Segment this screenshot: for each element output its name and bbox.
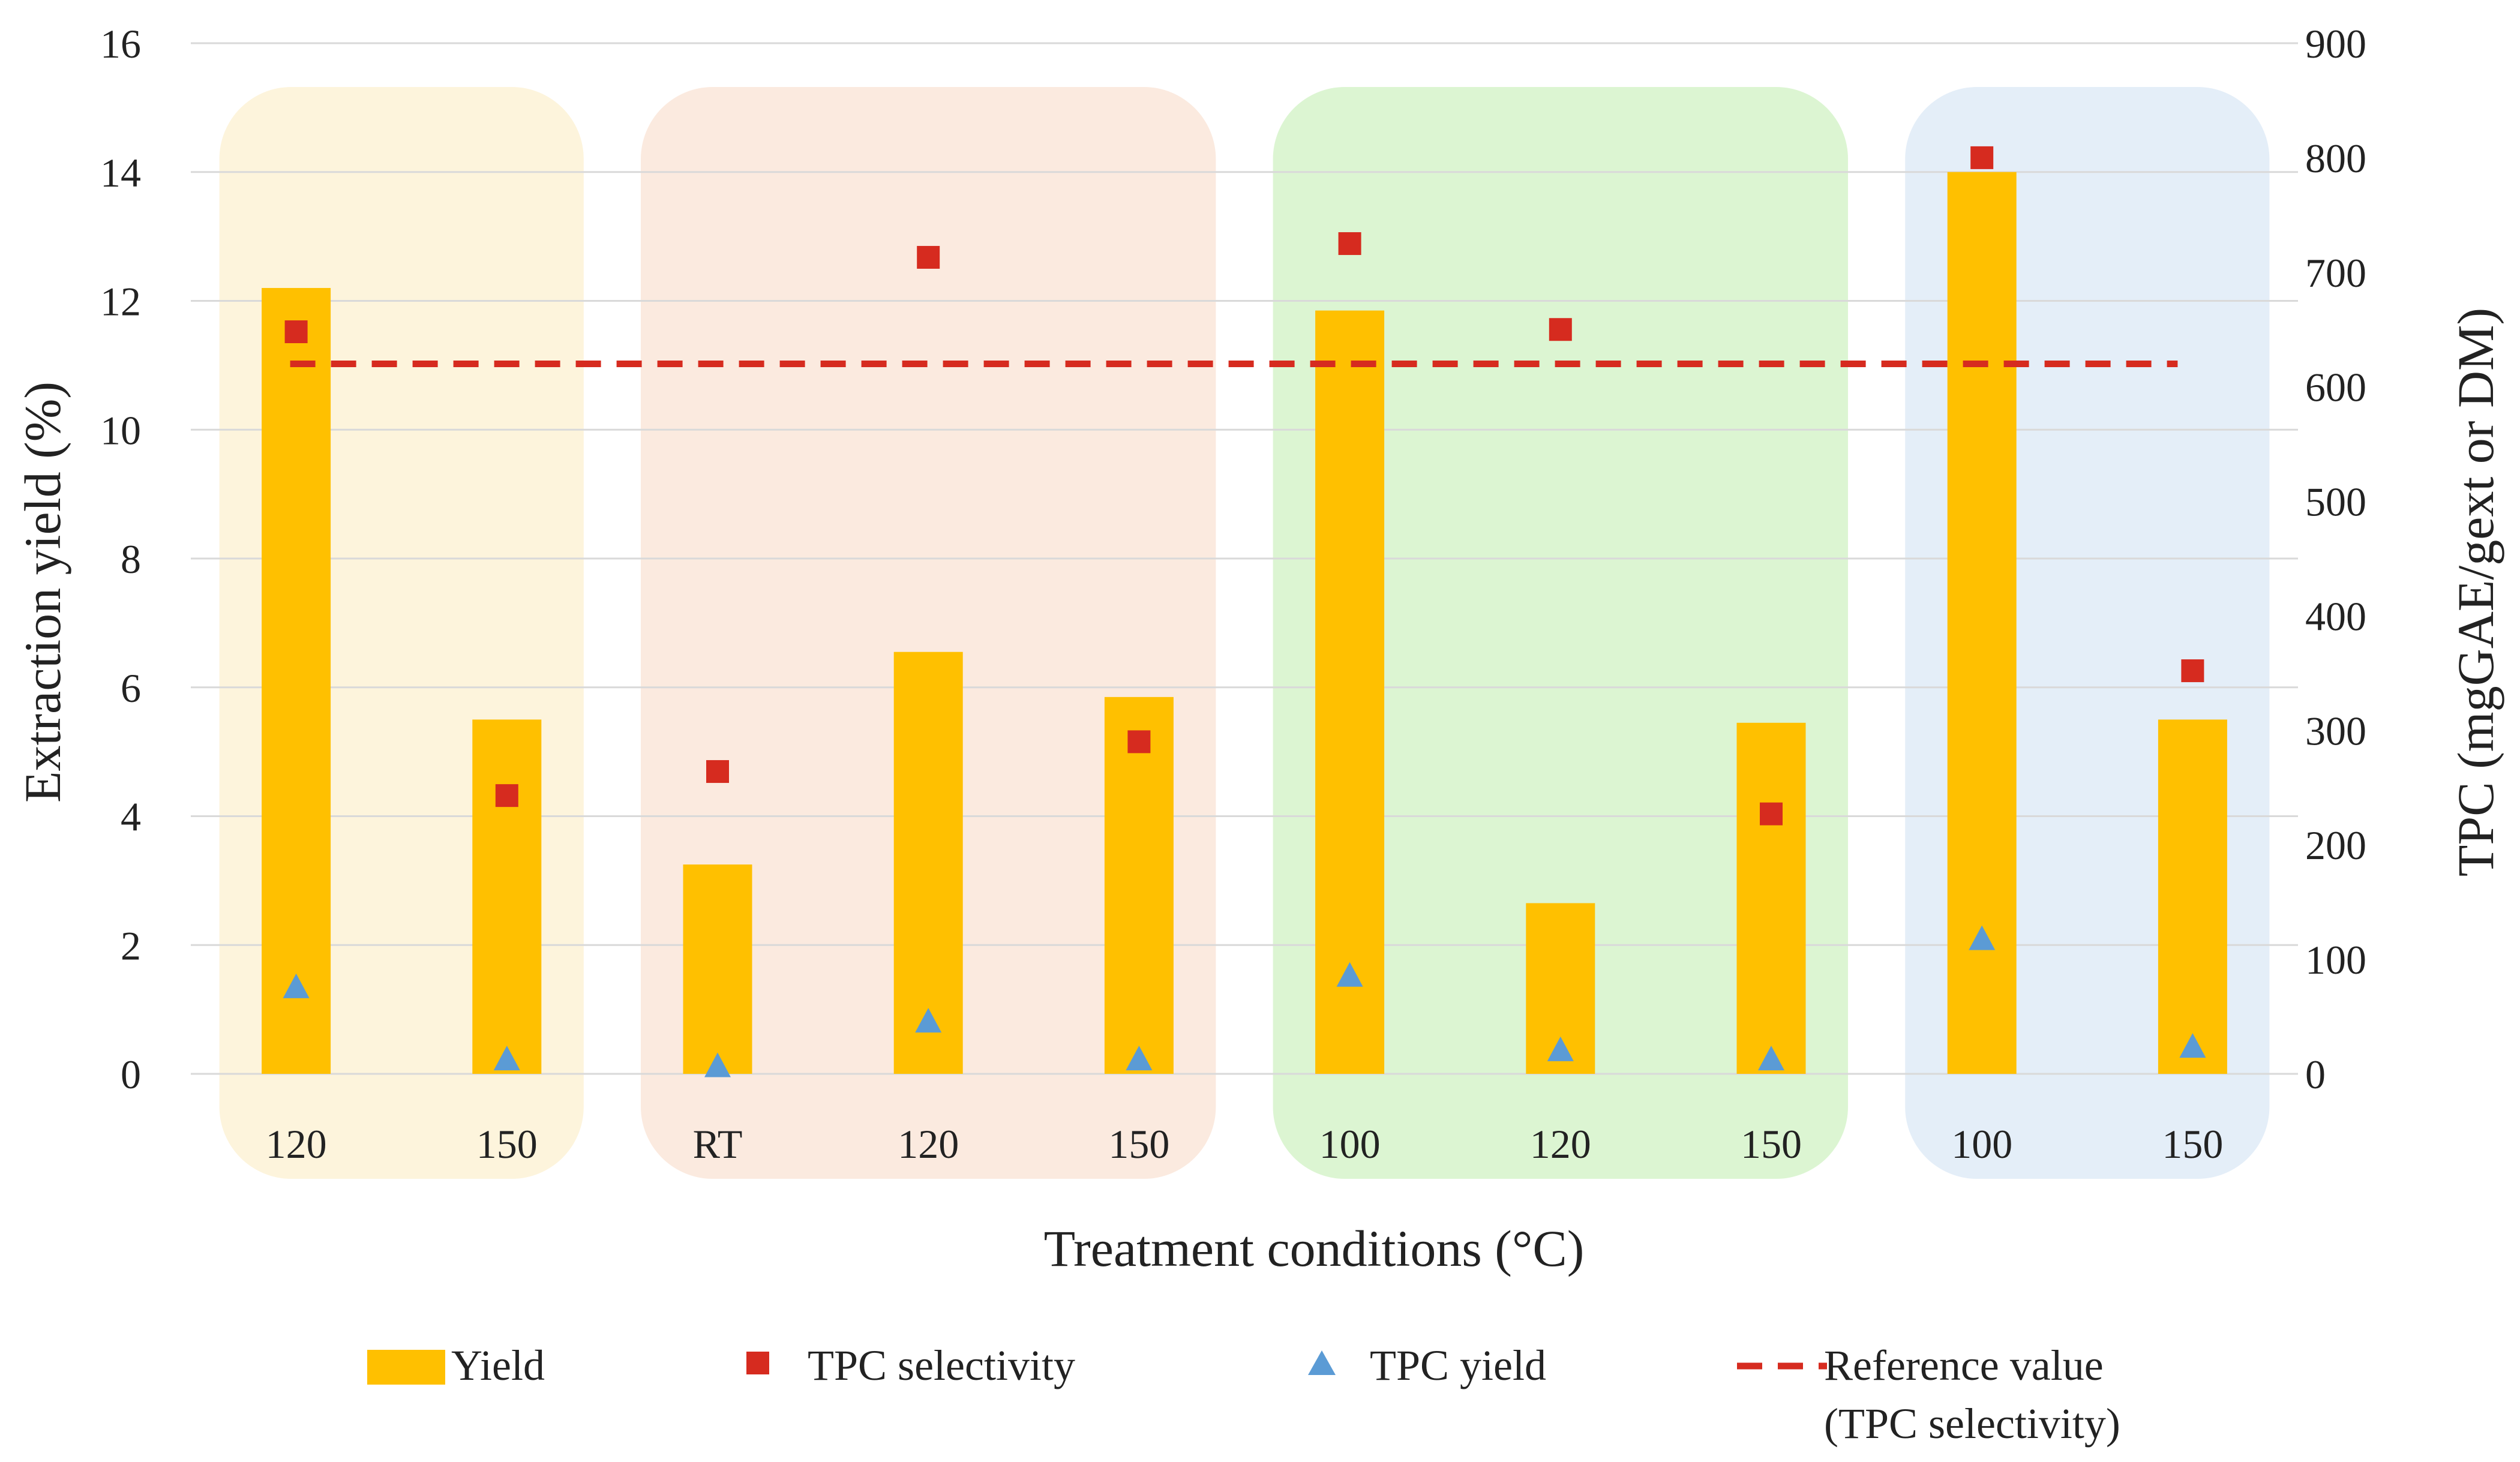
legend-yield-swatch [367,1350,445,1385]
y-right-tick-label: 800 [2305,136,2366,181]
yield-bar-10 [2158,719,2227,1074]
y-right-tick-label: 100 [2305,937,2366,983]
tpc-selectivity-point-8 [1760,802,1783,825]
tpc-selectivity-point-3 [706,760,729,783]
tpc-yield-point-7 [1547,1036,1574,1061]
tpc-selectivity-point-9 [1970,146,1994,169]
x-tick-label: 100 [1319,1121,1381,1167]
x-tick-label: 150 [1108,1121,1169,1167]
y-right-tick-label: 300 [2305,708,2366,753]
y-left-tick-label: 8 [121,536,141,582]
yield-bar-2 [472,719,542,1074]
y-left-tick-label: 4 [121,794,141,840]
x-tick-label: RT [693,1121,743,1167]
tpc-yield-point-2 [493,1046,520,1071]
yield-bar-9 [1947,172,2017,1074]
y-axis-right-title: TPC (mgGAE/gext or DM) [2447,308,2504,876]
legend-tpc-yield-marker [1308,1350,1336,1375]
legend-reference-label: Reference value [1824,1341,2104,1389]
tpc-selectivity-point-10 [2181,659,2204,683]
legend-tpc-selectivity-label: TPC selectivity [808,1341,1075,1389]
yield-bar-5 [1104,697,1174,1074]
y-left-tick-label: 6 [121,665,141,711]
y-left-tick-label: 2 [121,923,141,968]
y-left-tick-label: 14 [100,150,141,196]
y-right-tick-label: 900 [2305,21,2366,67]
group-panel-3 [1273,87,1848,1179]
legend-reference-label-line2: (TPC selectivity) [1824,1400,2120,1448]
yield-bar-4 [893,652,963,1074]
tpc-selectivity-point-4 [917,245,940,269]
legend: Yield TPC selectivity TPC yield Referenc… [367,1341,2120,1448]
y-left-tick-label: 12 [100,279,141,325]
y-right-tick-label: 500 [2305,479,2366,525]
tpc-selectivity-point-6 [1338,232,1361,256]
x-tick-label: 150 [2162,1121,2223,1167]
yield-bar-6 [1315,310,1385,1074]
yield-bar-3 [683,864,752,1074]
x-tick-label: 120 [266,1121,327,1167]
tpc-yield-point-6 [1336,962,1363,987]
group-panel-2 [641,87,1216,1179]
tpc-selectivity-point-5 [1127,730,1151,753]
scatter-markers [283,146,2206,1077]
y-left-tick-label: 0 [121,1052,141,1097]
legend-tpc-selectivity-marker [746,1352,769,1374]
tpc-yield-point-9 [1969,925,1996,950]
y-right-tick-label: 700 [2305,250,2366,296]
tpc-yield-point-8 [1758,1046,1784,1071]
y-left-tick-label: 16 [100,21,141,67]
legend-tpc-yield-label: TPC yield [1370,1341,1546,1389]
tpc-selectivity-point-7 [1549,318,1572,341]
x-tick-label: 100 [1951,1121,2012,1167]
tpc-selectivity-point-2 [495,784,518,807]
tpc-yield-point-5 [1126,1046,1153,1071]
tpc-yield-point-1 [283,973,310,998]
tick-labels: 0 2 4 6 8 10 12 14 16 0 100 200 300 400 500 600 700 800 90… [100,21,2366,1167]
x-tick-label: 150 [476,1121,538,1167]
legend-yield-label: Yield [451,1341,545,1389]
x-tick-label: 120 [1530,1121,1591,1167]
tpc-selectivity-point-1 [284,320,308,344]
tpc-yield-point-3 [704,1052,731,1077]
tpc-yield-point-4 [915,1008,942,1033]
y-right-tick-label: 600 [2305,365,2366,410]
x-axis-title: Treatment conditions (°C) [1044,1220,1585,1277]
y-axis-left-title: Extraction yield (%) [14,382,71,803]
y-right-tick-label: 0 [2305,1052,2326,1097]
y-right-tick-label: 200 [2305,822,2366,868]
yield-bar-8 [1736,722,1806,1074]
y-right-tick-label: 400 [2305,593,2366,639]
gridlines [191,42,2298,1075]
yield-bars [262,172,2227,1074]
x-tick-label: 120 [898,1121,959,1167]
y-left-tick-label: 10 [100,407,141,453]
tpc-yield-point-10 [2179,1033,2206,1058]
yield-bar-1 [262,288,331,1074]
x-tick-label: 150 [1741,1121,1802,1167]
